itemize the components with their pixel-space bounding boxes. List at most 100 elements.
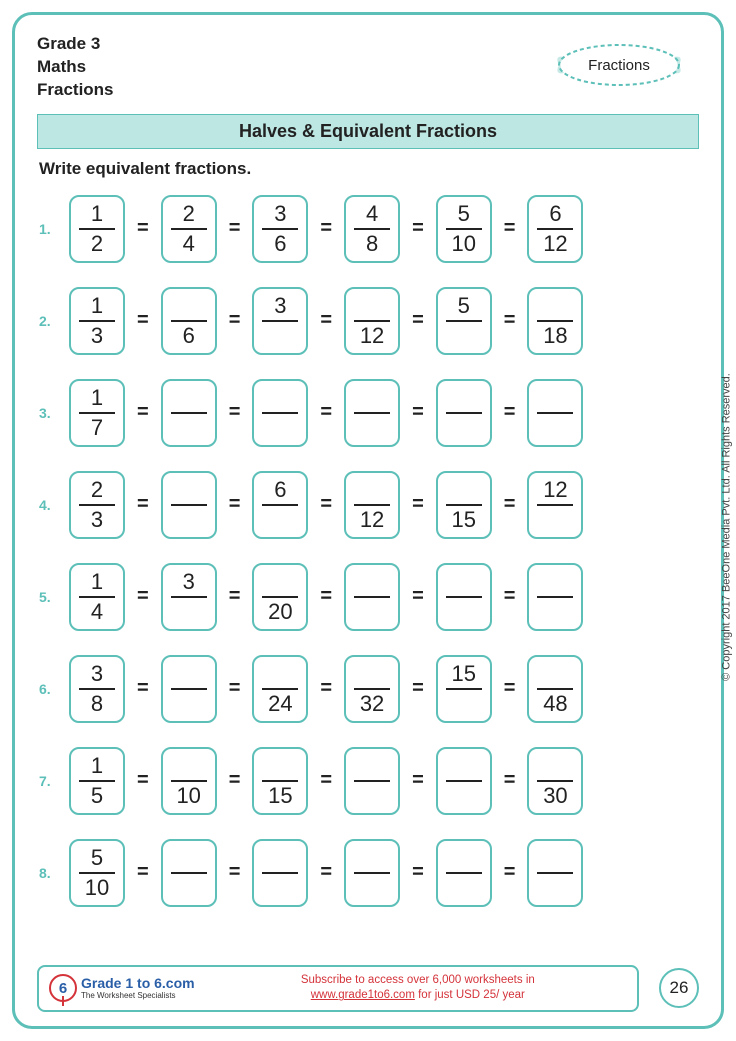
copyright: © Copyright 2017 BeeOne Media Pvt. Ltd. … (721, 373, 733, 681)
fraction-bar (354, 596, 390, 598)
problem-row: 7.15=10=15===30 (39, 747, 699, 815)
fraction-bar (262, 504, 298, 506)
fraction-box[interactable]: 20 (252, 563, 308, 631)
fraction-box[interactable]: 18 (527, 287, 583, 355)
subscribe-text: Subscribe to access over 6,000 worksheet… (209, 973, 627, 1004)
fraction-box[interactable]: 12 (344, 287, 400, 355)
fraction-box[interactable]: 15 (436, 655, 492, 723)
equals-sign: = (318, 861, 334, 884)
fraction-box[interactable]: 38 (69, 655, 125, 723)
equals-sign: = (135, 861, 151, 884)
fraction-box[interactable] (161, 839, 217, 907)
equals-sign: = (410, 493, 426, 516)
denominator: 7 (91, 416, 103, 440)
equals-sign: = (410, 861, 426, 884)
fraction-box[interactable] (527, 379, 583, 447)
fraction-box[interactable] (436, 747, 492, 815)
numerator: 15 (452, 662, 476, 686)
fraction-bar (262, 596, 298, 598)
fraction-box[interactable]: 510 (436, 195, 492, 263)
fraction-bar (79, 412, 115, 414)
numerator: 1 (91, 294, 103, 318)
fraction-box[interactable]: 5 (436, 287, 492, 355)
fraction-box[interactable]: 15 (436, 471, 492, 539)
fraction-bar (354, 228, 390, 230)
fraction-box[interactable] (344, 563, 400, 631)
logo-icon: 6 (49, 974, 77, 1002)
fraction-box[interactable]: 48 (344, 195, 400, 263)
fraction (169, 386, 209, 440)
fraction: 612 (535, 202, 575, 256)
fraction-box[interactable]: 30 (527, 747, 583, 815)
fraction-box[interactable]: 48 (527, 655, 583, 723)
fraction-box[interactable] (344, 839, 400, 907)
denominator: 2 (91, 232, 103, 256)
fraction-box[interactable]: 510 (69, 839, 125, 907)
numerator: 1 (91, 202, 103, 226)
fraction (260, 386, 300, 440)
fraction-box[interactable]: 13 (69, 287, 125, 355)
fraction (535, 386, 575, 440)
denominator: 10 (176, 784, 200, 808)
fraction-box[interactable]: 6 (252, 471, 308, 539)
equals-sign: = (502, 309, 518, 332)
fraction-box[interactable]: 12 (69, 195, 125, 263)
fraction-box[interactable]: 15 (69, 747, 125, 815)
brand-logo: 6 Grade 1 to 6.com The Worksheet Special… (49, 974, 195, 1002)
fraction-box[interactable]: 24 (252, 655, 308, 723)
numerator: 5 (458, 294, 470, 318)
fraction-box[interactable] (344, 747, 400, 815)
equals-sign: = (227, 493, 243, 516)
fraction-box[interactable] (436, 563, 492, 631)
denominator: 12 (360, 324, 384, 348)
subscribe-link[interactable]: www.grade1to6.com (311, 989, 415, 1001)
fraction-box[interactable]: 15 (252, 747, 308, 815)
fraction-bar (79, 688, 115, 690)
numerator: 3 (274, 294, 286, 318)
fraction-box[interactable] (527, 563, 583, 631)
fraction-box[interactable]: 6 (161, 287, 217, 355)
fraction-box[interactable]: 12 (527, 471, 583, 539)
equals-sign: = (135, 585, 151, 608)
equals-sign: = (410, 401, 426, 424)
fraction-box[interactable] (161, 655, 217, 723)
fraction: 32 (352, 662, 392, 716)
fraction-bar (537, 688, 573, 690)
fraction: 6 (169, 294, 209, 348)
fraction-box[interactable] (252, 839, 308, 907)
equals-sign: = (135, 493, 151, 516)
fraction-bar (79, 780, 115, 782)
fraction-box[interactable]: 3 (161, 563, 217, 631)
fraction: 12 (535, 478, 575, 532)
fraction-box[interactable]: 17 (69, 379, 125, 447)
fraction-box[interactable]: 23 (69, 471, 125, 539)
fraction-box[interactable]: 24 (161, 195, 217, 263)
equals-sign: = (318, 401, 334, 424)
fraction-box[interactable]: 36 (252, 195, 308, 263)
denominator: 10 (452, 232, 476, 256)
fraction-box[interactable] (436, 379, 492, 447)
fraction-bar (171, 872, 207, 874)
numerator: 2 (183, 202, 195, 226)
fraction-bar (262, 412, 298, 414)
fraction-box[interactable] (344, 379, 400, 447)
fraction-box[interactable] (161, 379, 217, 447)
fraction-box[interactable]: 12 (344, 471, 400, 539)
fraction-box[interactable] (161, 471, 217, 539)
fraction-box[interactable] (436, 839, 492, 907)
fraction-box[interactable]: 14 (69, 563, 125, 631)
topic-badge: Fractions (549, 37, 689, 93)
fraction-box[interactable]: 3 (252, 287, 308, 355)
fraction-box[interactable]: 612 (527, 195, 583, 263)
fraction-box[interactable] (527, 839, 583, 907)
fraction (352, 846, 392, 900)
fraction: 12 (77, 202, 117, 256)
numerator: 1 (91, 754, 103, 778)
equals-sign: = (502, 769, 518, 792)
equals-sign: = (227, 309, 243, 332)
denominator: 5 (91, 784, 103, 808)
fraction-box[interactable]: 10 (161, 747, 217, 815)
denominator: 12 (360, 508, 384, 532)
fraction-box[interactable] (252, 379, 308, 447)
fraction-box[interactable]: 32 (344, 655, 400, 723)
